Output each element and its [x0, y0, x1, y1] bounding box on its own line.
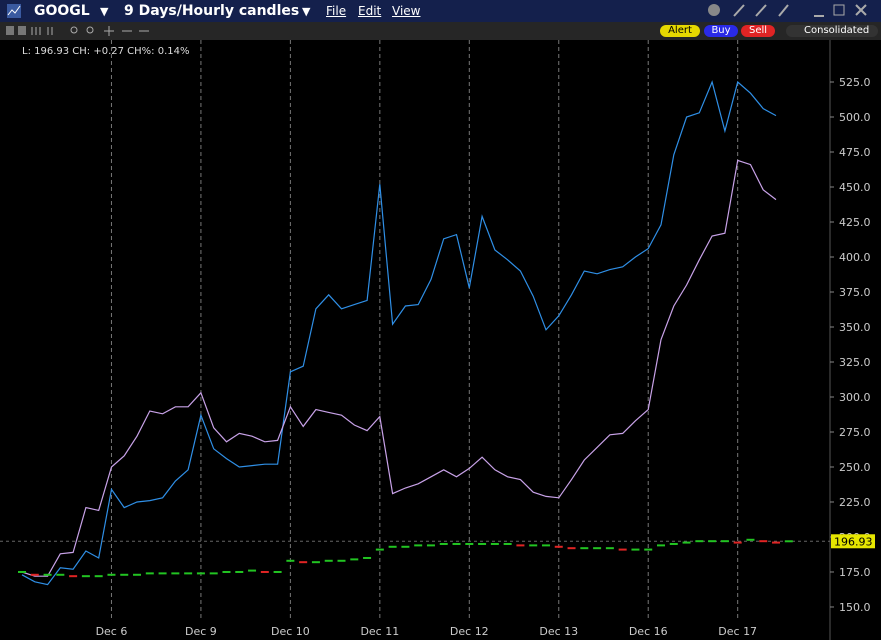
last-price-box: [831, 534, 875, 549]
dropdown-arrow[interactable]: ▼: [302, 5, 311, 18]
info-text: L: 196.93 CH: +0.27 CH%: 0.14%: [22, 46, 189, 57]
feed-button[interactable]: Consolidated: [786, 25, 878, 37]
y-tick-label: 425.0: [839, 216, 871, 229]
tool-icons[interactable]: [4, 22, 164, 40]
y-tick-label: 375.0: [839, 286, 871, 299]
menu-file[interactable]: File: [326, 4, 347, 18]
last-price-label: 196.93: [834, 535, 873, 548]
y-tick-label: 225.0: [839, 496, 871, 509]
y-tick-label: 175.0: [839, 566, 871, 579]
dropdown-arrow[interactable]: ▼: [100, 5, 109, 18]
y-tick-label: 500.0: [839, 111, 871, 124]
y-tick-label: 275.0: [839, 426, 871, 439]
buy-button[interactable]: Buy: [704, 25, 738, 37]
window-icons[interactable]: [704, 0, 874, 22]
y-tick-label: 350.0: [839, 321, 871, 334]
x-tick-label: Dec 6: [96, 625, 128, 638]
x-tick-label: Dec 10: [271, 625, 310, 638]
y-tick-label: 400.0: [839, 251, 871, 264]
menu-view[interactable]: View: [392, 4, 421, 18]
series-line: [21, 80, 777, 586]
series-line: [21, 159, 777, 577]
y-tick-label: 475.0: [839, 146, 871, 159]
chart: L: 196.93 CH: +0.27 CH%: 0.14% 150.0 175.…: [0, 40, 875, 640]
sell-button[interactable]: Sell: [741, 25, 775, 37]
x-tick-label: Dec 17: [718, 625, 757, 638]
y-tick-label: 300.0: [839, 391, 871, 404]
y-tick-label: 325.0: [839, 356, 871, 369]
y-tick-label: 150.0: [839, 601, 871, 614]
symbol[interactable]: GOOGL: [34, 3, 90, 19]
x-tick-label: Dec 16: [629, 625, 668, 638]
x-tick-label: Dec 12: [450, 625, 489, 638]
period[interactable]: 9 Days/Hourly candles: [124, 3, 300, 19]
tool-bar: Alert Buy Sell Consolidated: [0, 22, 881, 40]
y-tick-label: 450.0: [839, 181, 871, 194]
x-tick-label: Dec 11: [360, 625, 399, 638]
x-tick-label: Dec 9: [185, 625, 217, 638]
y-tick-label: 525.0: [839, 76, 871, 89]
x-tick-label: Dec 13: [539, 625, 578, 638]
menu-edit[interactable]: Edit: [358, 4, 382, 18]
app-icon: [7, 4, 21, 18]
title-bar: GOOGL ▼ 9 Days/Hourly candles ▼ File Edi…: [0, 0, 881, 22]
y-tick-label: 250.0: [839, 461, 871, 474]
alert-button[interactable]: Alert: [660, 25, 700, 37]
